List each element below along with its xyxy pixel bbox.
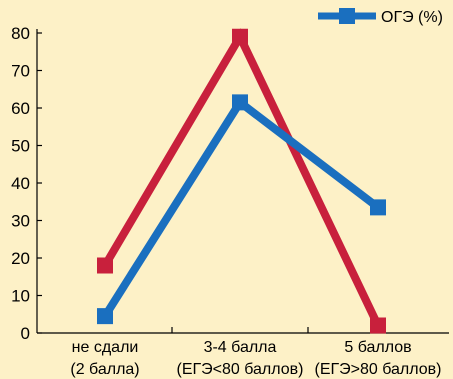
x-tick-label: (ЕГЭ>80 баллов) xyxy=(314,361,441,378)
series-layer xyxy=(97,28,386,334)
x-tick-label: (ЕГЭ<80 баллов) xyxy=(176,361,303,378)
data-point xyxy=(232,28,248,45)
x-tick-label: не сдали xyxy=(72,339,139,356)
y-tick-label: 50 xyxy=(11,137,30,156)
y-tick-label: 70 xyxy=(11,62,30,81)
data-point xyxy=(97,308,113,325)
axes: 0 10 20 30 40 50 60 70 80 не сдали (2 балла) 3-4 ба… xyxy=(11,24,449,378)
x-tick-label: 5 баллов xyxy=(344,339,411,356)
y-tick-label: 40 xyxy=(11,174,30,193)
y-tick-label: 0 xyxy=(21,324,30,343)
y-tick-label: 80 xyxy=(11,24,30,43)
data-point xyxy=(97,257,113,274)
data-point xyxy=(370,199,386,216)
series-1 xyxy=(97,94,386,325)
legend: ОГЭ (%) xyxy=(318,8,443,26)
data-point xyxy=(370,317,386,334)
x-tick-label: (2 балла) xyxy=(70,361,139,378)
legend-marker xyxy=(339,8,355,24)
legend-label: ОГЭ (%) xyxy=(381,9,443,26)
y-tick-label: 20 xyxy=(11,249,30,268)
y-tick-label: 30 xyxy=(11,212,30,231)
series-0 xyxy=(97,28,386,334)
y-tick-label: 10 xyxy=(11,287,30,306)
data-point xyxy=(232,94,248,111)
x-tick-label: 3-4 балла xyxy=(204,339,277,356)
y-tick-label: 60 xyxy=(11,99,30,118)
series-line xyxy=(101,96,381,319)
